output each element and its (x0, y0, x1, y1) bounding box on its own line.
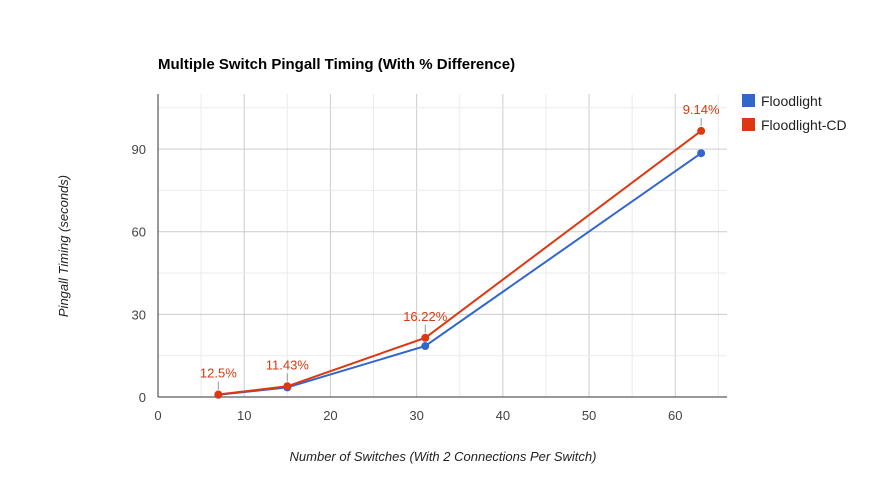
series-lines (218, 130, 702, 396)
x-tick-label: 0 (154, 408, 161, 423)
x-tick-label: 50 (582, 408, 596, 423)
legend-swatch (742, 94, 755, 107)
axes (157, 94, 727, 398)
legend-label: Floodlight (761, 93, 822, 109)
x-axis-title: Number of Switches (With 2 Connections P… (290, 449, 597, 464)
y-tick-label: 0 (139, 390, 146, 405)
legend: Floodlight Floodlight-CD (742, 93, 847, 133)
data-point-floodlight-cd (214, 390, 223, 399)
y-axis-title: Pingall Timing (seconds) (56, 175, 71, 317)
annotations: 12.5% 11.43% 16.22% 9.14% (200, 102, 720, 390)
x-tick-label: 40 (496, 408, 510, 423)
x-tick-label: 60 (668, 408, 682, 423)
y-tick-labels: 0 30 60 90 (132, 142, 146, 405)
data-point-floodlight (697, 149, 706, 158)
data-point-floodlight-cd (283, 382, 292, 391)
data-point-floodlight-cd (421, 333, 430, 342)
annotation-label: 11.43% (266, 357, 310, 372)
series-line-floodlight-cd (218, 130, 702, 396)
y-tick-label: 90 (132, 142, 146, 157)
annotation-label: 9.14% (683, 102, 720, 117)
x-tick-labels: 0 10 20 30 40 50 60 (154, 408, 682, 423)
data-point-floodlight (421, 342, 430, 351)
chart-title: Multiple Switch Pingall Timing (With % D… (158, 56, 515, 73)
legend-swatch (742, 118, 755, 131)
y-tick-label: 60 (132, 225, 146, 240)
annotation-label: 12.5% (200, 366, 237, 381)
x-tick-label: 20 (323, 408, 337, 423)
x-tick-label: 30 (409, 408, 423, 423)
series-points (214, 126, 706, 399)
y-tick-label: 30 (132, 307, 146, 322)
x-tick-label: 10 (237, 408, 251, 423)
grid (158, 94, 727, 397)
legend-label: Floodlight-CD (761, 117, 847, 133)
annotation-label: 16.22% (403, 309, 448, 324)
data-point-floodlight-cd (697, 126, 706, 135)
